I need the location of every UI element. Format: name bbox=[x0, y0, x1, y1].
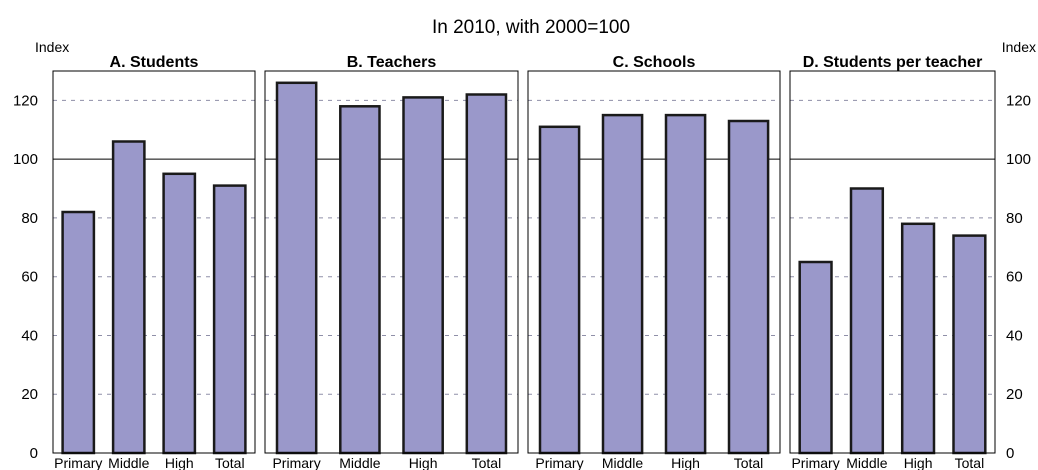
category-label: High bbox=[671, 455, 700, 470]
panel-frame bbox=[527, 70, 781, 454]
y-tick-label-left: 20 bbox=[21, 386, 38, 403]
panel-frame bbox=[789, 70, 996, 454]
category-label: High bbox=[165, 455, 194, 470]
y-axis-label-left: Index bbox=[35, 39, 69, 55]
category-label: Middle bbox=[846, 455, 887, 470]
panel-frame bbox=[52, 70, 256, 454]
panel-frame bbox=[264, 70, 519, 454]
category-label: High bbox=[409, 455, 438, 470]
category-label: Total bbox=[955, 455, 985, 470]
bar bbox=[402, 96, 444, 455]
chart-title: In 2010, with 2000=100 bbox=[432, 17, 630, 38]
panel-d: D. Students per teacher Primary Middle High… bbox=[789, 54, 996, 470]
panel-title: C. Schools bbox=[613, 54, 696, 71]
category-label: Total bbox=[472, 455, 502, 470]
y-tick-label-right: 20 bbox=[1006, 386, 1023, 403]
y-tick-label-left: 0 bbox=[30, 445, 38, 462]
y-tick-label-left: 60 bbox=[21, 269, 38, 286]
category-label: Total bbox=[215, 455, 245, 470]
category-label: Primary bbox=[791, 455, 839, 470]
panel-title: D. Students per teacher bbox=[803, 54, 983, 71]
y-tick-label-right: 0 bbox=[1006, 445, 1014, 462]
category-label: Middle bbox=[108, 455, 149, 470]
panel-a: A. Students Primary Middle High Total bbox=[52, 54, 256, 470]
bar bbox=[798, 260, 833, 455]
bar bbox=[849, 187, 885, 455]
bar bbox=[538, 125, 581, 455]
y-axes: 0 0 20 20 40 40 60 60 80 80 100 100 120 120 bbox=[13, 92, 1031, 462]
category-label: Total bbox=[734, 455, 764, 470]
y-tick-label-left: 100 bbox=[13, 151, 38, 168]
category-label: Primary bbox=[535, 455, 583, 470]
bar bbox=[61, 210, 96, 455]
bar bbox=[111, 140, 146, 455]
y-axis-label-right: Index bbox=[1002, 39, 1036, 55]
bar bbox=[601, 113, 644, 455]
bar bbox=[162, 172, 197, 455]
category-label: High bbox=[904, 455, 933, 470]
y-tick-label-right: 60 bbox=[1006, 269, 1023, 286]
bar bbox=[465, 93, 508, 455]
category-label: Primary bbox=[54, 455, 102, 470]
bar bbox=[339, 105, 381, 455]
y-tick-label-right: 40 bbox=[1006, 328, 1023, 345]
bar bbox=[900, 222, 936, 455]
category-label: Primary bbox=[272, 455, 320, 470]
y-tick-label-right: 80 bbox=[1006, 210, 1023, 227]
panel-title: A. Students bbox=[110, 54, 199, 71]
bar bbox=[952, 234, 987, 455]
y-tick-label-right: 100 bbox=[1006, 151, 1031, 168]
panel-c: C. Schools Primary Middle High Total bbox=[527, 54, 781, 470]
panel-b: B. Teachers Primary Middle High Total bbox=[264, 54, 519, 470]
category-label: Middle bbox=[339, 455, 380, 470]
y-tick-label-left: 40 bbox=[21, 328, 38, 345]
y-tick-label-right: 120 bbox=[1006, 92, 1031, 109]
bar bbox=[212, 184, 247, 455]
bar bbox=[664, 113, 707, 455]
category-label: Middle bbox=[602, 455, 643, 470]
y-tick-label-left: 80 bbox=[21, 210, 38, 227]
bar bbox=[727, 119, 770, 455]
panel-title: B. Teachers bbox=[347, 54, 437, 71]
bar bbox=[275, 81, 318, 455]
y-tick-label-left: 120 bbox=[13, 92, 38, 109]
